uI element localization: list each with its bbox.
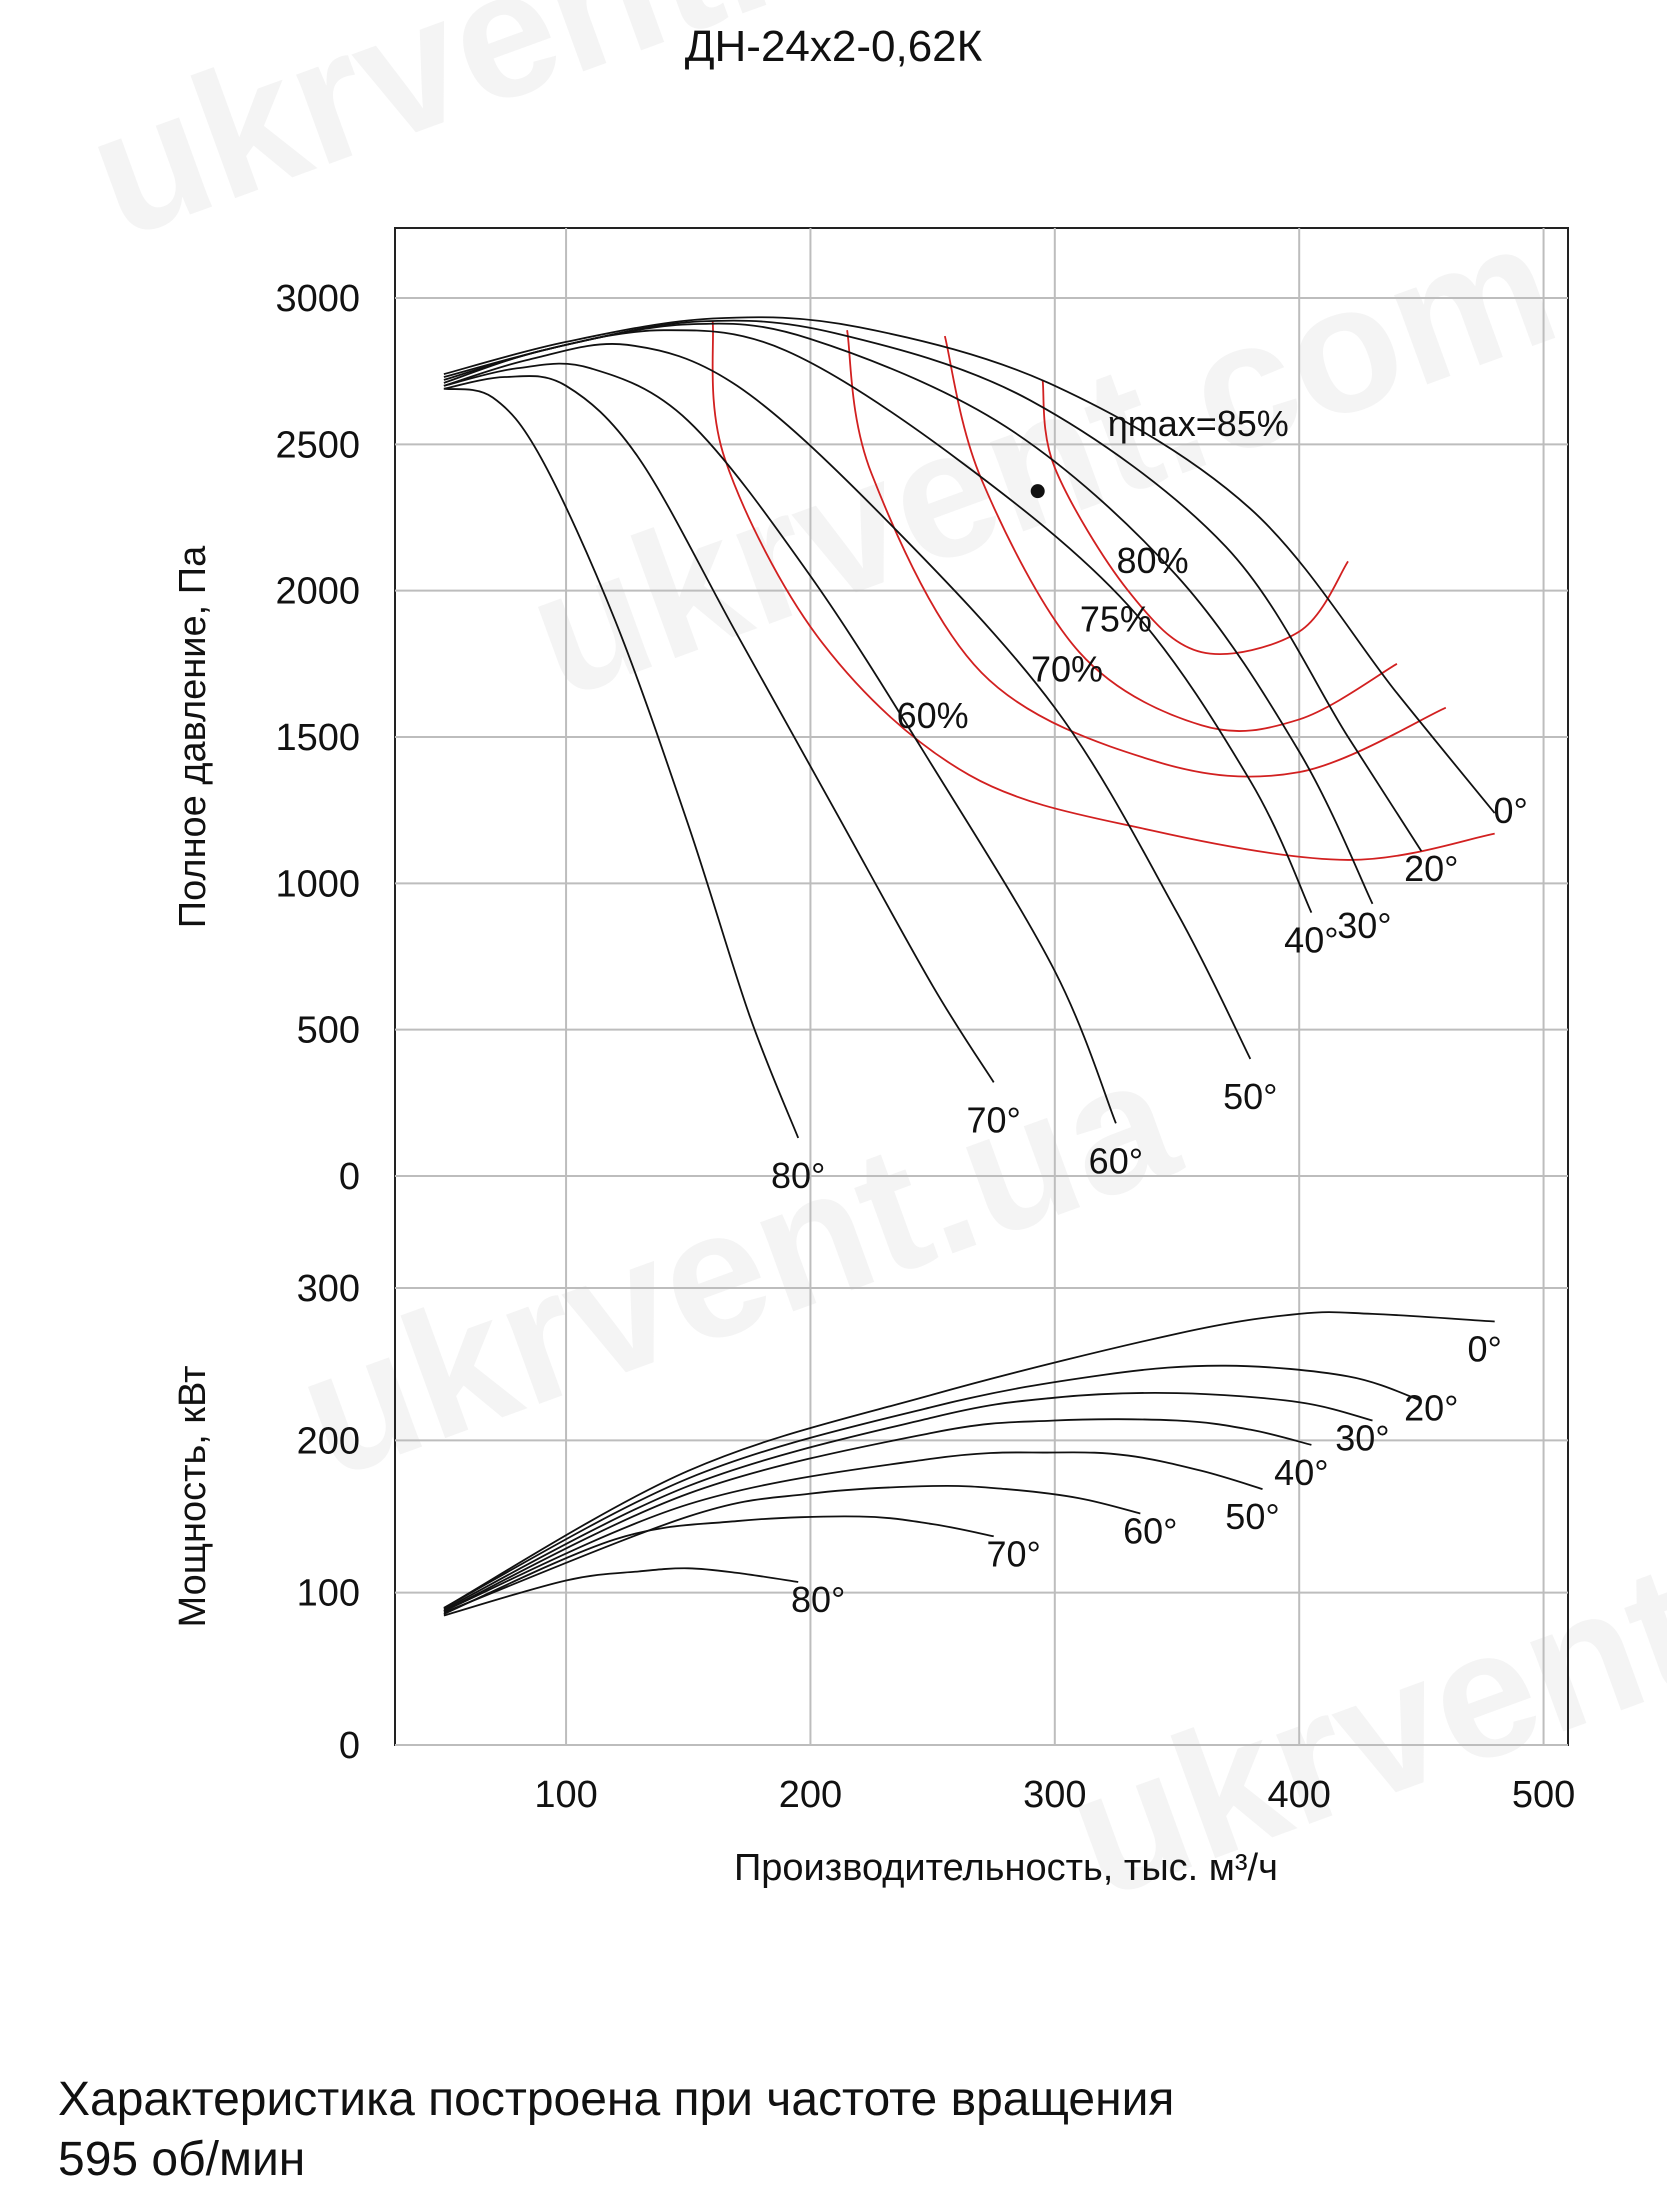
- efficiency-layer: 80%75%70%60%: [711, 321, 1495, 861]
- efficiency-curve: [1041, 379, 1349, 655]
- chart-title: ДН-24х2-0,62К: [684, 22, 983, 71]
- power-curve: [443, 1567, 799, 1617]
- x-axis-label: Производительность, тыс. м³/ч: [734, 1847, 1278, 1889]
- pressure-curve-label: 20°: [1404, 848, 1458, 889]
- power-curve: [443, 1364, 1422, 1609]
- power-curve-label: 0°: [1467, 1329, 1501, 1370]
- power-curve: [443, 1451, 1263, 1612]
- y-tick-label: 300: [297, 1268, 360, 1310]
- efficiency-curve: [711, 321, 1495, 861]
- pressure-curve-label: 50°: [1223, 1076, 1277, 1117]
- caption-line-1: Характеристика построена при частоте вра…: [58, 2073, 1175, 2126]
- pressure-curve-label: 80°: [771, 1155, 825, 1196]
- power-curve-label: 20°: [1404, 1388, 1458, 1429]
- pressure-curve-label: 40°: [1284, 920, 1338, 961]
- y-tick-label: 0: [339, 1725, 360, 1767]
- y-axis-label-power: Мощность, кВт: [172, 1365, 214, 1627]
- caption-line-2: 595 об/мин: [58, 2133, 306, 2186]
- power-curve: [443, 1418, 1312, 1612]
- max-efficiency-label: ηmax=85%: [1108, 403, 1289, 444]
- efficiency-label: 60%: [897, 695, 969, 736]
- pressure-curve: [443, 362, 1117, 1124]
- axis-labels: Производительность, тыс. м³/ч Полное давл…: [172, 545, 1278, 1889]
- pressure-curves: 0° 20° 30°40° 50° 60° 70° 80° ηmax=85%: [443, 316, 1528, 1196]
- efficiency-label: 80%: [1117, 540, 1189, 581]
- power-curve-label: 60°: [1123, 1510, 1177, 1551]
- power-curve-label: 30°: [1335, 1418, 1389, 1459]
- pressure-curve-label: 0°: [1493, 790, 1527, 831]
- power-curves: 0°20° 30°40°50° 60° 70° 80°: [443, 1311, 1502, 1620]
- pressure-curve-label: 70°: [966, 1099, 1020, 1140]
- x-tick-label: 300: [1023, 1774, 1086, 1816]
- y-tick-label: 100: [297, 1573, 360, 1615]
- watermark-text: ukrvent.ua: [275, 1016, 1201, 1517]
- power-curve-label: 50°: [1225, 1496, 1279, 1537]
- pressure-curve-label: 30°: [1337, 905, 1391, 946]
- watermark-text: ukrvent.ua: [65, 0, 991, 277]
- x-tick-label: 100: [534, 1774, 597, 1816]
- power-curve: [443, 1311, 1495, 1609]
- y-tick-label: 3000: [275, 278, 360, 320]
- pressure-curve: [443, 375, 995, 1083]
- power-curve-label: 70°: [986, 1533, 1040, 1574]
- x-tick-label: 500: [1512, 1774, 1575, 1816]
- max-efficiency-point: [1030, 484, 1045, 499]
- y-tick-label: 1500: [275, 717, 360, 759]
- efficiency-label: 70%: [1031, 648, 1103, 689]
- tick-labels: 0 500 1000 1500 2000 2500 3000 0 100 200 300 100 200…: [275, 278, 1575, 1816]
- pressure-curve: [443, 329, 1313, 913]
- y-tick-label: 2500: [275, 424, 360, 466]
- power-curve: [443, 1484, 1141, 1614]
- pressure-curve: [443, 316, 1496, 814]
- y-tick-label: 0: [339, 1156, 360, 1198]
- y-tick-label: 500: [297, 1010, 360, 1052]
- power-curve-label: 80°: [791, 1579, 845, 1620]
- x-tick-label: 200: [779, 1774, 842, 1816]
- chart-caption: Характеристика построена при частоте вра…: [58, 2070, 1174, 2190]
- y-tick-label: 2000: [275, 571, 360, 613]
- efficiency-curve: [943, 335, 1398, 732]
- pressure-curve-label: 60°: [1089, 1140, 1143, 1181]
- pressure-curve: [443, 343, 1252, 1060]
- efficiency-curve: [846, 330, 1447, 778]
- power-curve: [443, 1392, 1373, 1611]
- y-tick-label: 200: [297, 1420, 360, 1462]
- power-curve: [443, 1515, 994, 1615]
- y-axis-label-pressure: Полное давление, Па: [172, 545, 214, 928]
- grid-layer: [394, 227, 1569, 1746]
- pressure-curve: [443, 387, 800, 1139]
- x-tick-label: 400: [1267, 1774, 1330, 1816]
- power-curve-label: 40°: [1274, 1452, 1328, 1493]
- y-tick-label: 1000: [275, 863, 360, 905]
